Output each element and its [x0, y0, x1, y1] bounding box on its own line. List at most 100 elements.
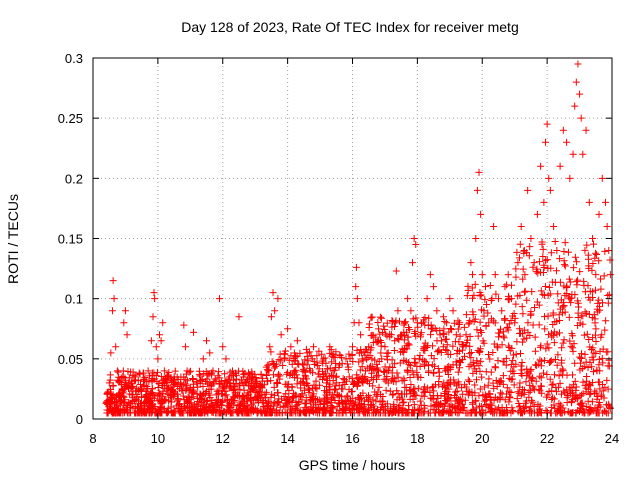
data-point: [476, 288, 484, 296]
data-point: [224, 402, 232, 410]
data-point: [601, 326, 609, 334]
data-point: [465, 363, 473, 371]
data-point: [375, 325, 383, 333]
data-point: [565, 313, 573, 321]
data-point: [489, 379, 497, 387]
data-point: [389, 363, 397, 371]
data-point: [460, 323, 468, 331]
data-point: [433, 307, 441, 315]
data-point: [326, 372, 334, 380]
y-tick-label: 0.3: [65, 51, 83, 66]
data-point: [556, 329, 564, 337]
data-point: [480, 397, 488, 405]
data-point: [107, 349, 115, 357]
data-point: [532, 377, 540, 385]
data-point: [430, 369, 438, 377]
data-point: [441, 390, 449, 398]
data-point: [535, 321, 543, 329]
data-point: [506, 394, 514, 402]
data-point: [556, 305, 564, 313]
data-point: [180, 321, 188, 329]
data-point: [401, 383, 409, 391]
data-point: [552, 383, 560, 391]
data-point: [443, 382, 451, 390]
data-point: [414, 373, 422, 381]
data-point: [563, 138, 571, 146]
data-point: [521, 288, 528, 296]
data-point: [235, 391, 243, 399]
data-point: [123, 381, 131, 389]
data-point: [487, 297, 495, 305]
data-point: [413, 362, 421, 370]
data-point: [501, 315, 508, 323]
data-point: [569, 347, 577, 355]
data-point: [524, 328, 532, 336]
data-point: [327, 371, 335, 379]
data-point: [476, 385, 484, 393]
data-point: [408, 367, 416, 375]
data-point: [604, 409, 612, 417]
data-point: [536, 402, 544, 410]
data-point: [529, 382, 537, 390]
data-point: [389, 318, 397, 326]
data-point: [579, 150, 587, 158]
data-point: [505, 294, 513, 302]
data-point: [148, 374, 156, 382]
data-point: [462, 383, 470, 391]
data-point: [582, 126, 590, 134]
data-point: [485, 375, 493, 383]
data-point: [473, 186, 481, 194]
data-point: [447, 326, 455, 334]
data-point: [505, 292, 513, 300]
data-point: [583, 372, 591, 380]
data-point: [129, 368, 137, 376]
data-point: [566, 174, 574, 182]
data-point: [517, 349, 525, 357]
data-point: [517, 222, 525, 230]
data-point: [216, 379, 224, 387]
data-point: [505, 393, 513, 401]
data-point: [241, 394, 249, 402]
data-point: [605, 356, 613, 364]
data-point: [531, 304, 539, 312]
data-point: [400, 346, 408, 354]
data-point: [372, 371, 380, 379]
data-point: [563, 399, 571, 407]
data-point: [293, 380, 301, 388]
data-point: [541, 313, 549, 321]
data-point: [410, 235, 418, 242]
data-point: [356, 366, 364, 374]
data-point: [331, 385, 339, 393]
data-point: [527, 235, 535, 242]
data-point: [602, 317, 610, 325]
data-point: [572, 78, 580, 86]
data-point: [199, 383, 207, 391]
data-point: [207, 385, 215, 393]
data-point: [559, 371, 567, 379]
data-point: [164, 409, 172, 417]
data-point: [596, 306, 604, 314]
data-point: [258, 384, 266, 392]
data-point: [369, 339, 377, 347]
data-point: [588, 314, 596, 322]
data-point: [572, 409, 580, 417]
data-point: [589, 259, 597, 267]
data-point: [571, 291, 579, 299]
data-point: [380, 368, 388, 376]
data-point: [455, 320, 463, 328]
data-point: [604, 299, 612, 307]
data-point: [601, 383, 609, 391]
data-point: [367, 344, 375, 352]
data-point: [519, 310, 527, 318]
data-point: [563, 290, 571, 298]
data-point: [267, 313, 275, 321]
data-point: [598, 354, 606, 362]
data-point: [176, 400, 184, 408]
data-point: [548, 387, 556, 395]
data-point: [406, 362, 414, 370]
data-point: [529, 398, 537, 406]
data-point: [591, 254, 599, 262]
data-point: [526, 381, 534, 389]
data-point: [349, 358, 357, 366]
data-point: [328, 409, 336, 417]
